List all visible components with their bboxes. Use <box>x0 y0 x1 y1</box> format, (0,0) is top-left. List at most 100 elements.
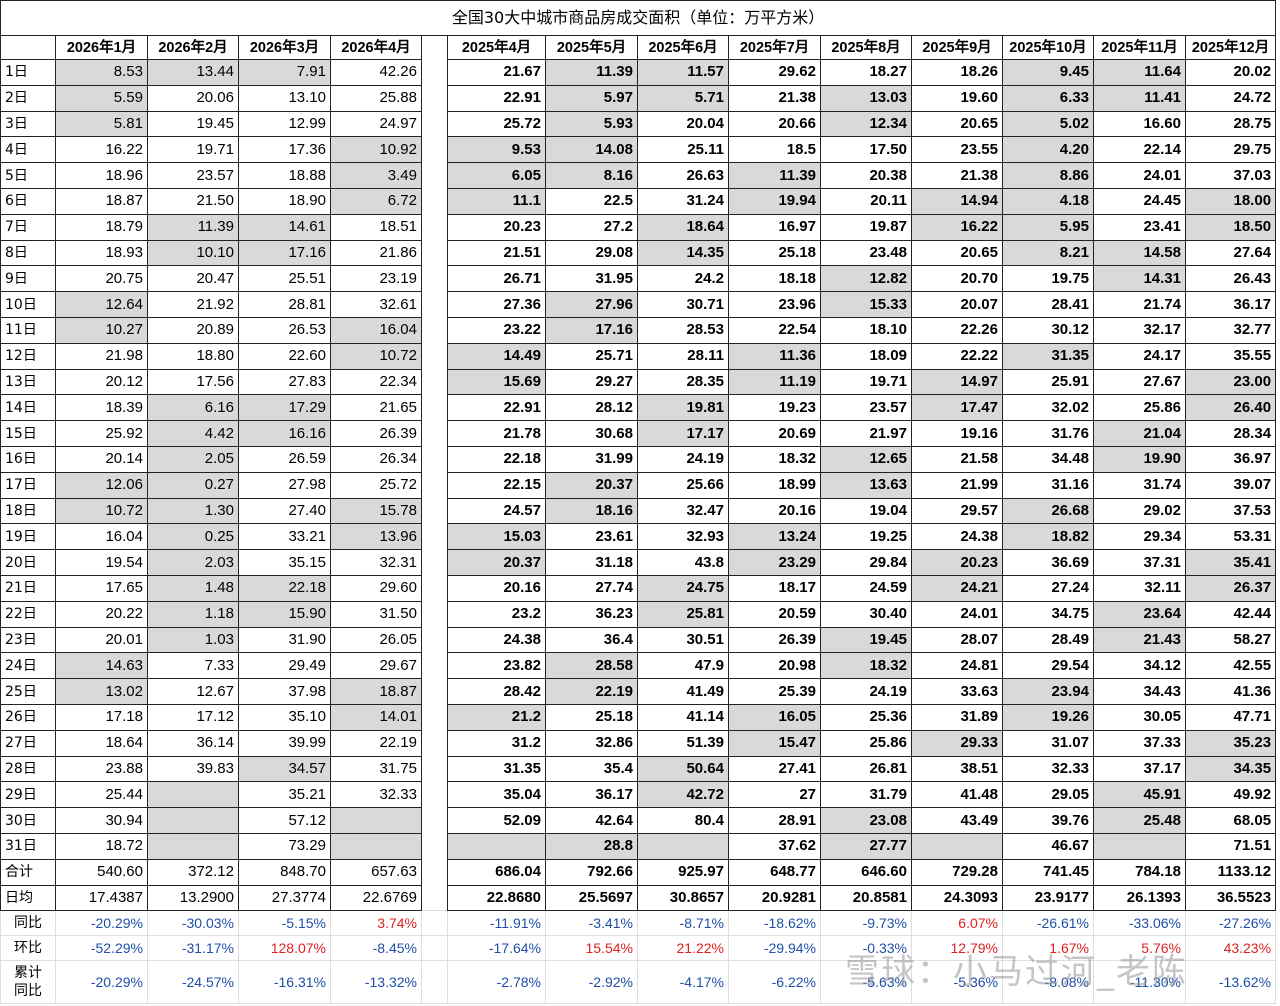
value-cell: 925.97 <box>637 858 729 886</box>
percent-cell: -20.29% <box>55 910 148 937</box>
value-cell: 1.30 <box>147 497 239 525</box>
data-row: 25日 13.02 12.67 37.98 18.87 28.42 22.19 41.49 25… <box>0 678 1277 705</box>
row-label: 3日 <box>0 110 56 138</box>
value-cell: 21.97 <box>820 420 912 447</box>
value-cell: 32.47 <box>637 497 729 525</box>
value-cell: 23.55 <box>911 136 1003 164</box>
value-cell: 14.97 <box>911 368 1003 396</box>
value-cell: 25.86 <box>820 729 912 757</box>
value-cell: 15.78 <box>330 497 422 525</box>
value-cell: 13.24 <box>728 523 821 551</box>
value-cell: 13.63 <box>820 471 912 499</box>
value-cell: 41.36 <box>1184 678 1277 705</box>
value-cell: 12.82 <box>820 265 912 293</box>
row-label: 16日 <box>0 445 56 473</box>
value-cell: 36.23 <box>545 600 638 628</box>
value-cell: 30.12 <box>1002 316 1094 344</box>
value-cell: 26.05 <box>330 626 422 654</box>
value-cell: 12.64 <box>55 291 148 318</box>
value-cell: 31.07 <box>1002 729 1094 757</box>
value-cell: 33.21 <box>238 523 331 551</box>
gap-cell <box>421 627 448 653</box>
percent-cell: -8.08% <box>1002 960 1094 1005</box>
value-cell: 16.04 <box>55 523 148 551</box>
value-cell: 9.53 <box>447 136 546 164</box>
value-cell: 24.3093 <box>911 884 1003 912</box>
value-cell: 37.53 <box>1184 497 1277 525</box>
data-row: 5日 18.96 23.57 18.88 3.49 6.05 8.16 26.63 11.39 2… <box>0 162 1277 189</box>
value-cell: 30.51 <box>637 626 729 654</box>
value-cell: 32.86 <box>545 729 638 757</box>
value-cell: 14.08 <box>545 136 638 164</box>
value-cell: 43.49 <box>911 807 1003 834</box>
value-cell: 10.92 <box>330 136 422 164</box>
value-cell: 21.78 <box>447 420 546 447</box>
value-cell: 5.95 <box>1002 213 1094 241</box>
value-cell: 28.53 <box>637 316 729 344</box>
value-cell: 32.33 <box>330 781 422 809</box>
value-cell: 27.40 <box>238 497 331 525</box>
value-cell: 31.99 <box>545 445 638 473</box>
column-header: 2025年5月 <box>545 35 638 60</box>
value-cell: 34.35 <box>1184 755 1277 783</box>
value-cell: 49.92 <box>1184 781 1277 809</box>
value-cell: 37.62 <box>728 832 821 860</box>
value-cell: 1.03 <box>147 626 239 654</box>
value-cell: 6.05 <box>447 162 546 189</box>
value-cell: 18.39 <box>55 394 148 422</box>
value-cell: 23.22 <box>447 316 546 344</box>
value-cell: 37.98 <box>238 678 331 705</box>
value-cell: 71.51 <box>1184 832 1277 860</box>
value-cell: 23.94 <box>1002 678 1094 705</box>
row-label: 2日 <box>0 84 56 112</box>
data-row: 18日 10.72 1.30 27.40 15.78 24.57 18.16 32.47 20.… <box>0 497 1277 525</box>
value-cell: 19.81 <box>637 394 729 422</box>
value-cell: 16.97 <box>728 213 821 241</box>
value-cell: 3.49 <box>330 162 422 189</box>
percent-row: 累计同比 -20.29% -24.57% -16.31% -13.32% -2.78% -2… <box>0 960 1277 1005</box>
value-cell: 17.50 <box>820 136 912 164</box>
corner-cell <box>0 35 56 60</box>
percent-cell: -31.17% <box>147 935 239 962</box>
value-cell: 17.17 <box>637 420 729 447</box>
value-cell: 20.11 <box>820 187 912 215</box>
value-cell: 19.16 <box>911 420 1003 447</box>
row-label: 26日 <box>0 703 56 731</box>
percent-cell: -52.29% <box>55 935 148 962</box>
value-cell: 8.21 <box>1002 239 1094 267</box>
value-cell: 24.01 <box>1093 162 1186 189</box>
value-cell: 4.42 <box>147 420 239 447</box>
percent-cell: 5.76% <box>1093 935 1186 962</box>
value-cell: 25.36 <box>820 703 912 731</box>
value-cell: 17.65 <box>55 574 148 602</box>
value-cell: 38.51 <box>911 755 1003 783</box>
value-cell: 28.91 <box>728 807 821 834</box>
data-row: 23日 20.01 1.03 31.90 26.05 24.38 36.4 30.51 26.3… <box>0 626 1277 654</box>
row-label: 19日 <box>0 523 56 551</box>
value-cell: 18.27 <box>820 59 912 86</box>
value-cell: 29.62 <box>728 59 821 86</box>
value-cell: 18.99 <box>728 471 821 499</box>
value-cell: 37.17 <box>1093 755 1186 783</box>
value-cell: 20.9281 <box>728 884 821 912</box>
data-row: 10日 12.64 21.92 28.81 32.61 27.36 27.96 30.71 23… <box>0 291 1277 318</box>
value-cell: 26.39 <box>330 420 422 447</box>
value-cell: 19.75 <box>1002 265 1094 293</box>
gap-cell <box>421 472 448 499</box>
value-cell: 21.51 <box>447 239 546 267</box>
value-cell: 10.10 <box>147 239 239 267</box>
value-cell: 31.35 <box>447 755 546 783</box>
row-label: 22日 <box>0 600 56 628</box>
row-label: 21日 <box>0 574 56 602</box>
percent-cell: -0.33% <box>820 935 912 962</box>
value-cell: 18.93 <box>55 239 148 267</box>
value-cell: 20.12 <box>55 368 148 396</box>
value-cell: 20.65 <box>911 239 1003 267</box>
data-row: 4日 16.22 19.71 17.36 10.92 9.53 14.08 25.11 18.5… <box>0 136 1277 164</box>
value-cell: 21.65 <box>330 394 422 422</box>
value-cell: 41.48 <box>911 781 1003 809</box>
value-cell: 31.75 <box>330 755 422 783</box>
value-cell: 23.19 <box>330 265 422 293</box>
value-cell: 18.51 <box>330 213 422 241</box>
value-cell: 21.99 <box>911 471 1003 499</box>
